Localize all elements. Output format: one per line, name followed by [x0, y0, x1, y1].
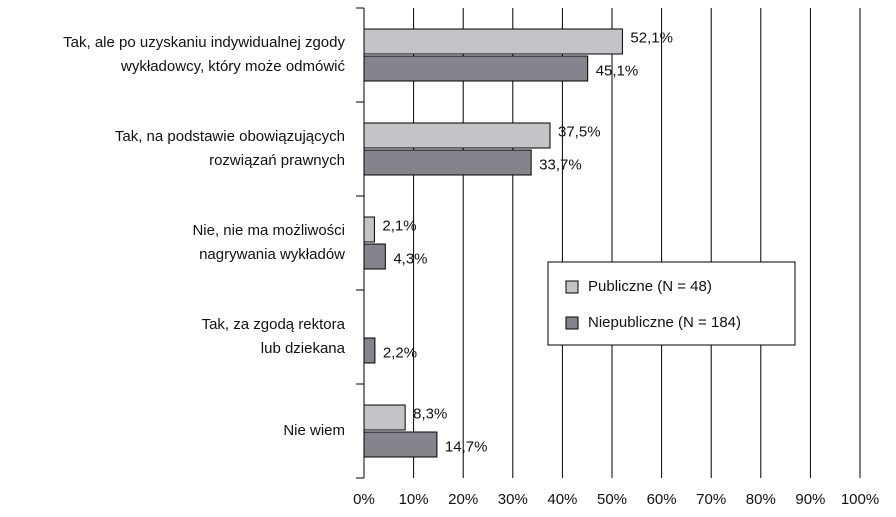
value-label: 4,3% [393, 250, 427, 267]
bar [363, 337, 376, 364]
category-label: Nie wiem [283, 422, 345, 439]
legend-box [547, 261, 796, 346]
category-label: lub dziekana [261, 340, 346, 357]
x-tick-label: 80% [746, 491, 776, 508]
value-label: 14,7% [445, 438, 488, 455]
bar [363, 243, 386, 270]
category-label: nagrywania wykładów [199, 246, 345, 263]
category-label: Tak, ale po uzyskaniu indywidualnej zgod… [63, 34, 345, 51]
x-tick-label: 30% [498, 491, 528, 508]
value-label: 2,1% [382, 217, 416, 234]
x-tick-label: 20% [448, 491, 478, 508]
x-tick-label: 90% [795, 491, 825, 508]
x-tick-label: 0% [353, 491, 375, 508]
x-tick-label: 60% [647, 491, 677, 508]
bar [363, 404, 406, 431]
value-label: 2,2% [383, 344, 417, 361]
legend-swatch [565, 316, 579, 330]
value-label: 52,1% [630, 29, 673, 46]
legend-label: Niepubliczne (N = 184) [588, 314, 741, 331]
value-label: 8,3% [413, 405, 447, 422]
bar [363, 431, 438, 458]
bar [363, 149, 532, 176]
x-tick-label: 50% [597, 491, 627, 508]
category-label: Tak, na podstawie obowiązujących [115, 128, 345, 145]
category-label: Tak, za zgodą rektora [202, 316, 346, 333]
bar [363, 28, 623, 55]
x-tick-label: 100% [841, 491, 879, 508]
value-label: 33,7% [539, 156, 582, 173]
bar [363, 216, 375, 243]
x-tick-label: 70% [696, 491, 726, 508]
x-tick-label: 40% [547, 491, 577, 508]
x-tick-label: 10% [399, 491, 429, 508]
value-label: 45,1% [596, 62, 639, 79]
bar [363, 55, 589, 82]
legend-label: Publiczne (N = 48) [588, 278, 712, 295]
value-label: 37,5% [558, 123, 601, 140]
legend-swatch [565, 280, 579, 294]
category-label: rozwiązań prawnych [209, 152, 345, 169]
bar [363, 122, 551, 149]
category-label: wykładowcy, który może odmówić [120, 58, 345, 75]
category-label: Nie, nie ma możliwości [192, 222, 345, 239]
